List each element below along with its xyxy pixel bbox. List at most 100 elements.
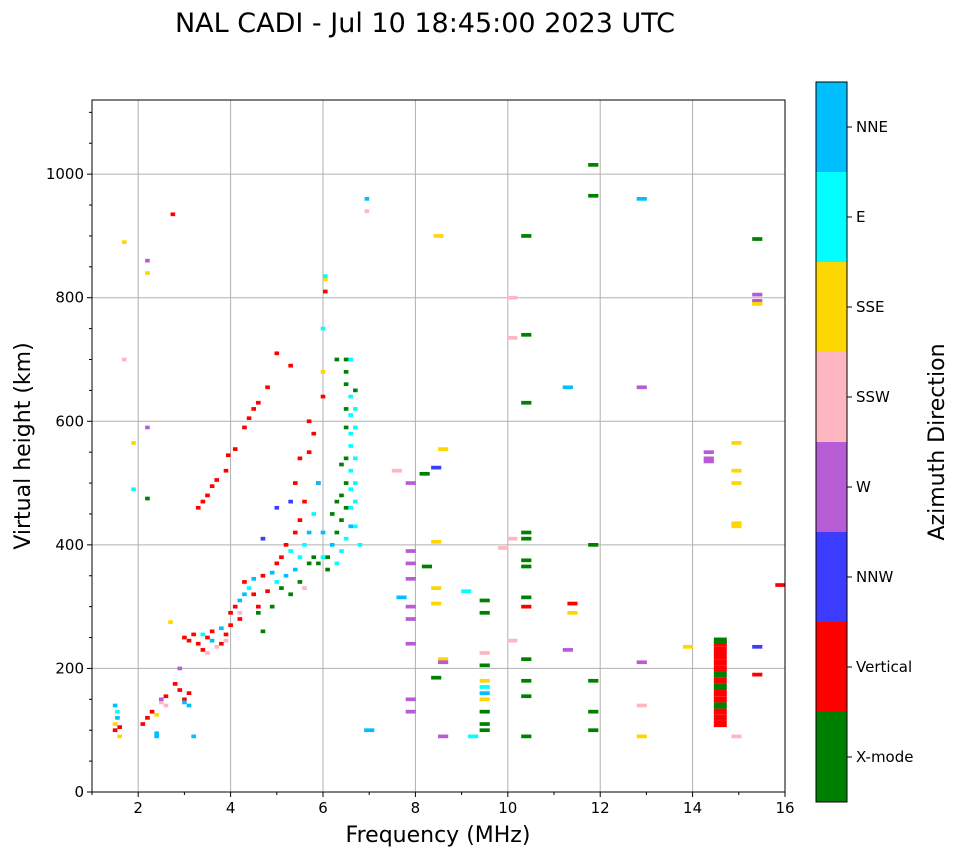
y-tick-label: 200 (55, 659, 84, 677)
data-point-nne (186, 703, 192, 708)
data-point-vertical (172, 682, 178, 686)
x-tick-label: 8 (411, 799, 421, 817)
colorbar-segment (816, 622, 847, 712)
data-point-w (703, 456, 714, 461)
data-point-nnw (431, 465, 442, 470)
data-point-vertical (713, 720, 727, 728)
data-point-vertical (112, 728, 118, 733)
data-point-sse (479, 678, 490, 683)
data-point-vertical (186, 638, 192, 643)
data-point-x-mode (588, 678, 599, 683)
data-point-vertical (242, 425, 247, 430)
data-point-nne (219, 626, 224, 631)
data-point-x-mode (521, 734, 532, 739)
data-point-e (302, 543, 307, 547)
data-point-x-mode (479, 610, 490, 615)
data-point-ssw (364, 209, 370, 214)
data-point-x-mode (279, 586, 284, 590)
data-point-vertical (713, 652, 727, 660)
data-point-e (311, 512, 317, 516)
data-point-w (405, 604, 416, 609)
data-point-x-mode (521, 657, 532, 662)
data-point-ssw (479, 651, 490, 655)
data-point-vertical (186, 691, 192, 695)
data-point-nne (154, 731, 159, 736)
data-point-x-mode (339, 462, 344, 467)
data-point-e (348, 487, 354, 492)
data-point-sse (682, 644, 694, 649)
data-point-vertical (223, 632, 229, 637)
data-point-nne (269, 570, 275, 575)
data-point-vertical (713, 677, 727, 684)
colorbar-segment (816, 352, 847, 442)
data-point-vertical (713, 714, 727, 721)
data-point-vertical (195, 641, 201, 646)
colorbar-segment (816, 172, 847, 262)
colorbar-label-item: X-mode (856, 748, 913, 766)
data-point-sse (154, 712, 159, 717)
data-point-vertical (320, 394, 326, 399)
data-point-ssw (498, 546, 509, 550)
data-point-ssw (158, 700, 164, 705)
data-point-sse (731, 481, 742, 485)
data-point-nne (316, 481, 321, 485)
data-point-sse (731, 468, 742, 473)
data-point-x-mode (521, 558, 532, 563)
y-tick-label: 0 (74, 783, 84, 801)
data-point-vertical (209, 629, 215, 634)
data-point-x-mode (311, 555, 317, 560)
data-point-x-mode (329, 512, 335, 516)
data-point-sse (438, 447, 449, 451)
data-point-e (131, 487, 136, 492)
data-point-vertical (225, 453, 231, 458)
x-tick-label: 2 (133, 799, 143, 817)
data-point-e (348, 357, 354, 362)
data-point-x-mode (521, 536, 532, 541)
data-point-w (158, 697, 164, 702)
data-point-w (405, 697, 416, 702)
data-point-vertical (265, 589, 270, 594)
grid-lines (92, 100, 785, 792)
data-point-e (320, 555, 326, 560)
data-point-sse (433, 234, 444, 238)
data-point-x-mode (325, 567, 330, 572)
data-point-vertical (713, 665, 727, 672)
data-point-vertical (279, 555, 284, 560)
data-point-e (348, 431, 354, 436)
data-point-w (177, 666, 183, 671)
data-point-ssw (507, 536, 518, 541)
data-point-vertical (209, 484, 215, 489)
data-point-sse (636, 734, 647, 739)
colorbar: X-mode Vertical NNW W SSW SSE E NNE (815, 81, 913, 803)
data-point-nnw (752, 644, 763, 649)
x-tick-label: 16 (775, 799, 794, 817)
colorbar-label-item: SSW (856, 388, 890, 406)
data-point-sse (323, 277, 328, 282)
data-point-nne (209, 638, 215, 643)
data-point-sse (117, 734, 123, 739)
data-point-nne (292, 567, 298, 572)
data-point-e (339, 549, 344, 553)
data-point-w (438, 734, 449, 739)
y-tick-label: 400 (55, 536, 84, 554)
colorbar-segment (816, 532, 847, 622)
data-point-vertical (297, 456, 303, 461)
data-point-x-mode (339, 518, 344, 522)
data-point-sse (479, 697, 490, 702)
data-point-x-mode (334, 499, 340, 504)
data-point-x-mode (479, 663, 490, 668)
data-point-vertical (265, 385, 270, 390)
data-point-x-mode (343, 370, 349, 374)
data-point-e (323, 274, 328, 278)
colorbar-frame (815, 81, 848, 803)
x-axis-ticks: 2 4 6 8 10 12 14 16 (91, 792, 795, 817)
data-point-e (348, 505, 354, 510)
data-point-x-mode (343, 505, 349, 510)
data-point-sse (431, 601, 442, 606)
data-point-vertical (521, 604, 532, 609)
data-point-nnw (274, 505, 280, 510)
data-point-vertical (775, 583, 786, 587)
data-point-ssw (507, 638, 518, 643)
data-point-x-mode (588, 163, 599, 167)
data-point-nne (364, 197, 370, 201)
